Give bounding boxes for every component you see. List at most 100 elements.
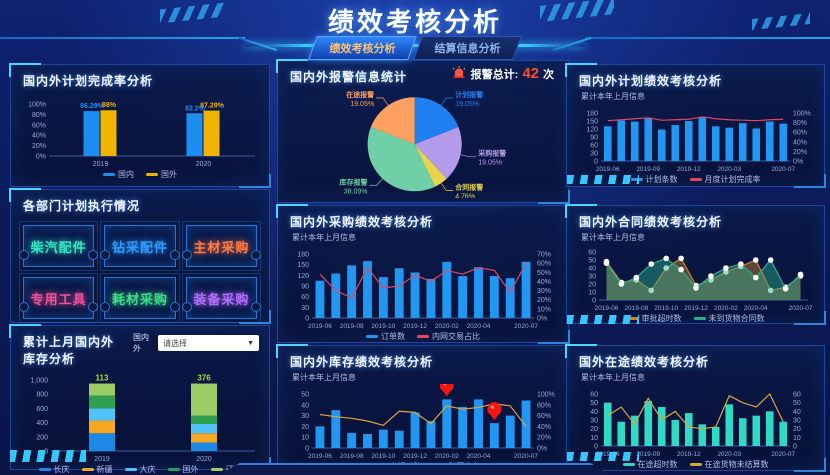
svg-text:2019-10: 2019-10 <box>371 323 395 330</box>
svg-text:800: 800 <box>36 392 48 399</box>
panel-title: 国内外报警信息统计 <box>290 70 408 84</box>
plan-completion-chart: 0% 20% 40% 60% 80% 100% 2019 86.29% 88% 2020 82.2%… <box>15 92 265 168</box>
panel-contract-perf: 国内外合同绩效考核分析 累计本年上月信息 0 10 20 30 40 50 60 2019-0… <box>565 204 826 325</box>
svg-text:2019-08: 2019-08 <box>340 323 364 330</box>
legend-item: 新疆 <box>81 464 113 475</box>
svg-text:2019-12: 2019-12 <box>403 323 427 330</box>
contract-chart: 0 10 20 30 40 50 60 2019-06 2019-08 2019-10 2019-1… <box>571 244 820 313</box>
stock-chart: 0 10 20 30 40 50 0% 20% 40% 60% 80% 100% 2019-06 2019… <box>282 378 564 460</box>
svg-text:20%: 20% <box>537 435 551 442</box>
svg-text:2020-03: 2020-03 <box>717 451 741 458</box>
svg-text:0: 0 <box>793 444 797 451</box>
panel-subtitle: 累计本年上月信息 <box>292 373 356 382</box>
svg-text:0%: 0% <box>36 154 46 161</box>
svg-text:2019: 2019 <box>94 456 110 463</box>
panel-title: 国内外计划完成率分析 <box>23 74 154 88</box>
dept-button-3[interactable]: 专用工具 <box>18 273 99 323</box>
svg-text:20: 20 <box>588 282 596 289</box>
svg-text:60: 60 <box>793 392 801 399</box>
dept-button-1[interactable]: 钻采配件 <box>100 221 181 271</box>
svg-text:2019: 2019 <box>93 161 109 168</box>
svg-text:40%: 40% <box>537 279 551 286</box>
tab-settlement-analysis[interactable]: 结算信息分析 <box>413 36 522 60</box>
svg-text:113: 113 <box>96 374 109 383</box>
svg-text:2019-09: 2019-09 <box>636 451 660 458</box>
svg-text:2020-04: 2020-04 <box>744 305 768 312</box>
inventory-select[interactable]: 请选择 ▼ <box>158 335 259 351</box>
alarm-icon <box>451 65 467 82</box>
svg-text:2019-10: 2019-10 <box>654 305 678 312</box>
svg-text:60: 60 <box>590 143 598 150</box>
svg-text:30: 30 <box>301 413 309 420</box>
svg-text:50: 50 <box>793 400 801 407</box>
panel-subtitle: 累计本年上月信息 <box>292 233 356 242</box>
svg-text:采购报警: 采购报警 <box>477 149 506 158</box>
legend-item: 国内 <box>103 169 134 180</box>
svg-text:10: 10 <box>793 435 801 442</box>
svg-text:计划报警: 计划报警 <box>455 90 483 99</box>
svg-text:50: 50 <box>588 258 596 265</box>
svg-text:0: 0 <box>305 446 309 453</box>
transit-legend: 在途超时数 在途货物未结算数 <box>567 459 824 470</box>
panel-title: 国内外计划绩效考核分析 <box>579 74 723 88</box>
svg-text:80%: 80% <box>537 402 551 409</box>
svg-text:50%: 50% <box>537 270 551 277</box>
panel-subtitle: 累计本年上月信息 <box>581 373 645 382</box>
svg-text:2019-06: 2019-06 <box>308 323 332 330</box>
legend-item: 月度计划完成率 <box>689 174 761 185</box>
svg-text:2020: 2020 <box>196 456 212 463</box>
page-title: 绩效考核分析 <box>327 7 502 37</box>
dept-button-5[interactable]: 装备采购 <box>181 273 262 323</box>
svg-text:2019-10: 2019-10 <box>371 453 395 460</box>
svg-text:20: 20 <box>301 424 309 431</box>
svg-text:60%: 60% <box>537 413 551 420</box>
deco-stripes-bottom-left <box>10 450 86 462</box>
svg-text:82.2%: 82.2% <box>185 105 206 112</box>
alarm-total-label: 报警总计: <box>470 68 519 81</box>
svg-text:2019-12: 2019-12 <box>403 453 427 460</box>
svg-text:2019-08: 2019-08 <box>624 305 648 312</box>
svg-text:2019-09: 2019-09 <box>636 166 660 173</box>
panel-title: 国内外采购绩效考核分析 <box>290 215 434 229</box>
svg-text:19.05%: 19.05% <box>478 160 502 167</box>
plan-perf-chart: 0 30 60 90 120 150 180 0% 20% 40% 60% 80% 100% 2019-0… <box>571 103 820 174</box>
svg-text:86.29%: 86.29% <box>80 103 105 110</box>
panel-title: 国外在途绩效考核分析 <box>579 355 710 369</box>
svg-text:88%: 88% <box>102 102 117 109</box>
deco-stripes-right-1 <box>567 175 639 184</box>
svg-text:60: 60 <box>588 250 596 257</box>
tab-performance-analysis[interactable]: 绩效考核分析 <box>308 36 417 60</box>
svg-text:2019-06: 2019-06 <box>596 166 620 173</box>
svg-text:60%: 60% <box>793 130 807 137</box>
svg-text:60: 60 <box>301 294 309 301</box>
alarm-total-value: 42 <box>522 65 539 82</box>
svg-text:19.05%: 19.05% <box>350 101 374 108</box>
panel-inventory-lastmonth: 累计上月国内外库存分析 国内外 请选择 ▼ 02004006008001,000… <box>9 324 271 474</box>
svg-text:2020-07: 2020-07 <box>771 166 795 173</box>
dept-button-4[interactable]: 耗材采购 <box>100 273 181 323</box>
svg-text:20%: 20% <box>32 143 46 150</box>
filter-label: 国内外 <box>133 333 149 353</box>
svg-text:120: 120 <box>297 273 309 280</box>
svg-text:30: 30 <box>301 305 309 312</box>
dept-button-2[interactable]: 主材采购 <box>181 221 262 271</box>
svg-text:87.29%: 87.29% <box>200 103 225 110</box>
panel-procurement-perf: 国内外采购绩效考核分析 累计本年上月信息 0 30 60 90 120 150 180 0% 1… <box>276 204 570 344</box>
svg-text:4.76%: 4.76% <box>455 194 475 198</box>
svg-text:180: 180 <box>586 111 598 118</box>
svg-text:合同报警: 合同报警 <box>454 183 483 192</box>
alarm-total: 报警总计: 42 次 <box>451 65 554 82</box>
chevron-down-icon: ▼ <box>247 339 254 347</box>
svg-text:40: 40 <box>301 402 309 409</box>
svg-text:2019-12: 2019-12 <box>684 305 708 312</box>
svg-text:30: 30 <box>590 418 598 425</box>
svg-text:10: 10 <box>588 290 596 297</box>
svg-text:60%: 60% <box>537 261 551 268</box>
svg-text:0%: 0% <box>537 446 547 453</box>
dept-button-0[interactable]: 柴汽配件 <box>18 221 99 271</box>
svg-text:2019-12: 2019-12 <box>677 451 701 458</box>
tab-bar: 绩效考核分析 结算信息分析 <box>308 36 522 60</box>
svg-text:2020: 2020 <box>196 161 212 168</box>
panel-stock-perf: 国内外库存绩效考核分析 累计本年上月信息 0 10 20 30 40 50 0% 20% 40%… <box>276 344 570 474</box>
